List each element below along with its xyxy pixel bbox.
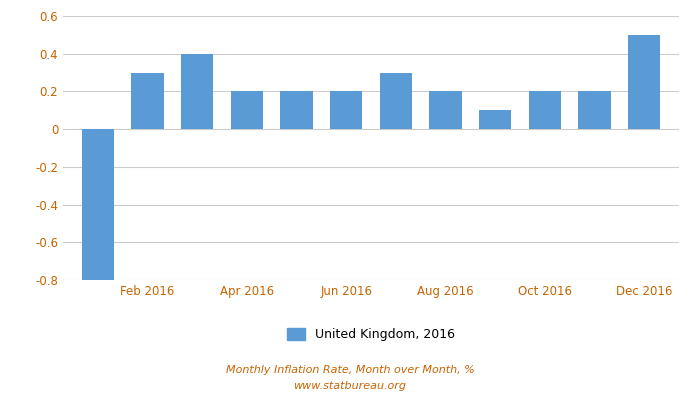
Legend: United Kingdom, 2016: United Kingdom, 2016 (281, 323, 461, 346)
Bar (379, 72, 412, 129)
Text: Monthly Inflation Rate, Month over Month, %: Monthly Inflation Rate, Month over Month… (225, 365, 475, 375)
Bar (479, 110, 511, 129)
Bar (82, 129, 114, 280)
Bar (280, 92, 313, 129)
Bar (181, 54, 214, 129)
Bar (628, 35, 660, 129)
Bar (231, 92, 263, 129)
Text: www.statbureau.org: www.statbureau.org (293, 381, 407, 391)
Bar (429, 92, 462, 129)
Bar (578, 92, 610, 129)
Bar (132, 72, 164, 129)
Bar (528, 92, 561, 129)
Bar (330, 92, 363, 129)
